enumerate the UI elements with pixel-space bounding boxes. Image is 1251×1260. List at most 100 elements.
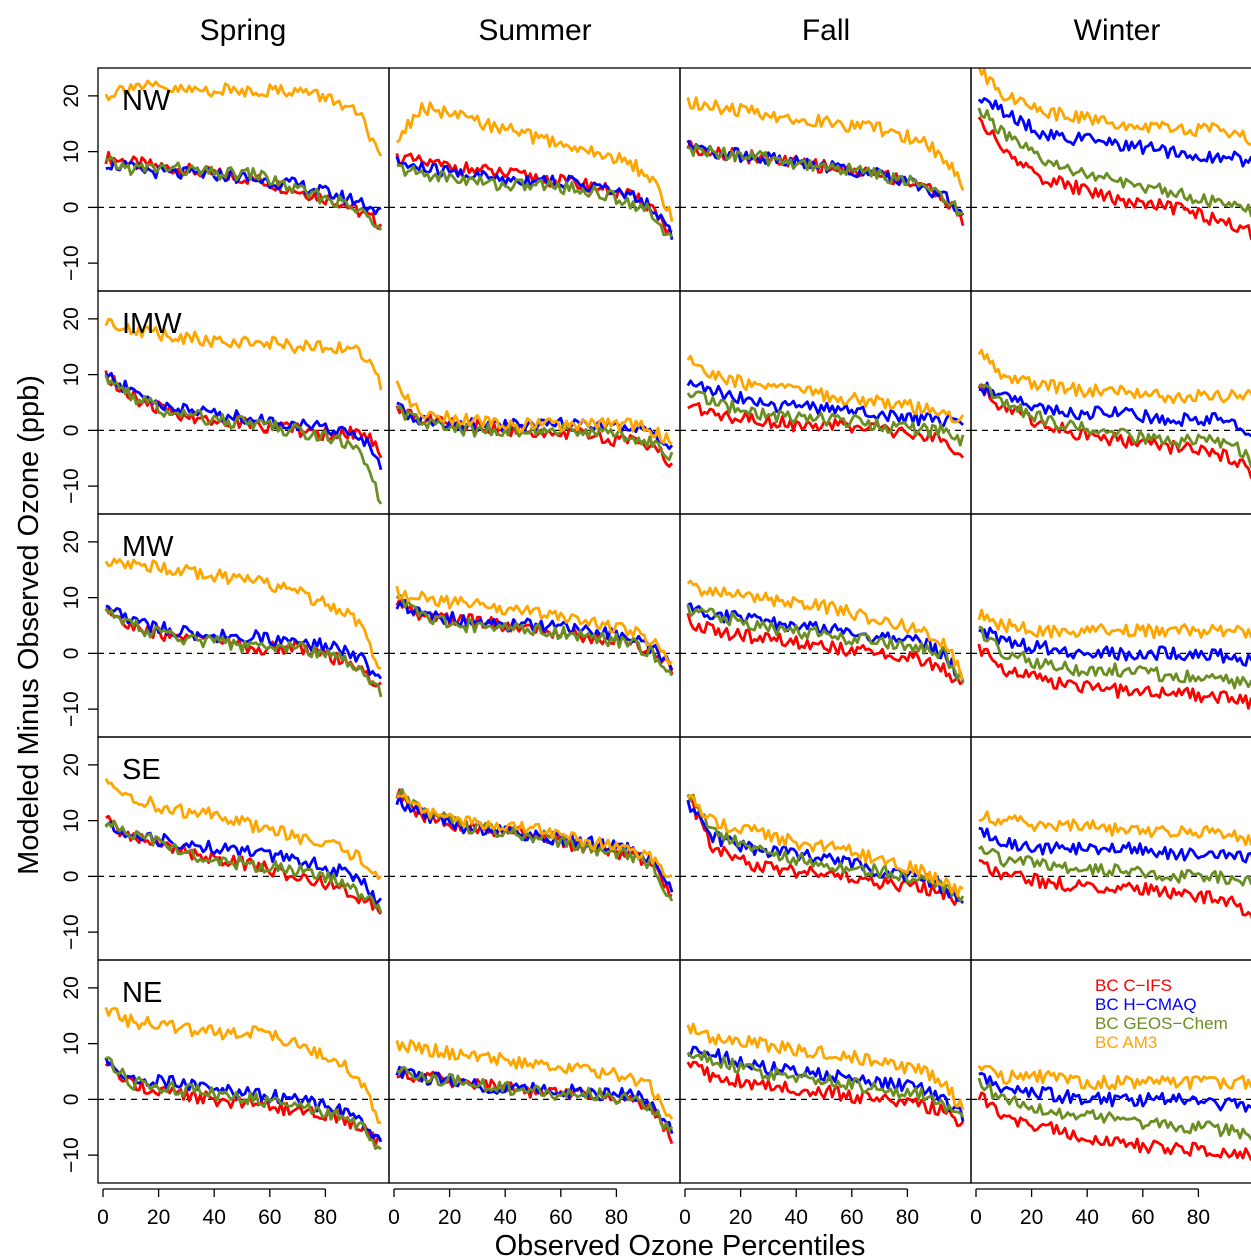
region-label-ne: NE xyxy=(122,977,162,1009)
y-tick-label: 10 xyxy=(60,363,83,386)
series-line-bc-h-cmaq xyxy=(978,381,1251,438)
y-tick-label: −10 xyxy=(60,691,83,727)
series-line-bc-h-cmaq xyxy=(105,371,383,471)
series-line-bc-c-ifs xyxy=(104,150,383,230)
series-line-bc-c-ifs xyxy=(104,370,383,459)
y-tick-label: 10 xyxy=(60,140,83,163)
y-tick-label: −10 xyxy=(60,468,83,504)
legend-entry-bc-am3: BC AM3 xyxy=(1095,1033,1157,1052)
series-line-bc-am3 xyxy=(977,1064,1251,1091)
series-line-bc-h-cmaq xyxy=(395,598,674,671)
series-line-bc-c-ifs xyxy=(977,1091,1251,1162)
y-tick-label: 0 xyxy=(60,202,83,214)
x-tick-label: 80 xyxy=(1187,1206,1210,1229)
series-line-bc-c-ifs xyxy=(686,612,964,686)
y-tick-label: 10 xyxy=(60,586,83,609)
series-line-bc-am3 xyxy=(395,585,673,666)
y-tick-label: 10 xyxy=(60,1032,83,1055)
x-tick-label: 0 xyxy=(388,1206,400,1229)
series-line-bc-geos-chem xyxy=(686,1049,965,1118)
panel-ne-spring: NE xyxy=(97,959,390,1184)
panel-mw-fall xyxy=(679,513,972,738)
x-tick-label: 60 xyxy=(1131,1206,1154,1229)
y-tick-label: 0 xyxy=(60,871,83,883)
column-title-summer: Summer xyxy=(478,14,591,47)
series-line-bc-h-cmaq xyxy=(978,626,1251,667)
series-line-bc-h-cmaq xyxy=(395,155,674,240)
y-tick-label: 10 xyxy=(60,809,83,832)
x-tick-label: 0 xyxy=(679,1206,691,1229)
series-line-bc-am3 xyxy=(104,557,382,670)
panel-se-summer xyxy=(388,736,681,961)
panel-ne-fall xyxy=(679,959,972,1184)
panel-frame xyxy=(970,959,1251,1184)
series-line-bc-geos-chem xyxy=(105,156,383,231)
x-tick-label: 20 xyxy=(729,1206,752,1229)
column-title-winter: Winter xyxy=(1074,14,1161,47)
series-line-bc-am3 xyxy=(686,1022,965,1111)
series-line-bc-am3 xyxy=(686,96,965,191)
panel-se-fall xyxy=(679,736,972,961)
x-tick-label: 20 xyxy=(438,1206,461,1229)
series-line-bc-am3 xyxy=(395,1039,674,1120)
series-line-bc-geos-chem xyxy=(686,604,965,684)
series-line-bc-geos-chem xyxy=(104,819,383,914)
x-tick-label: 60 xyxy=(840,1206,863,1229)
panel-imw-winter xyxy=(970,290,1251,515)
panel-frame xyxy=(970,290,1251,515)
y-tick-label: 20 xyxy=(60,976,83,999)
panel-frame xyxy=(388,736,681,961)
series-line-bc-am3 xyxy=(104,79,383,157)
y-tick-label: −10 xyxy=(60,914,83,950)
series-line-bc-h-cmaq xyxy=(687,602,965,682)
series-line-bc-am3 xyxy=(395,101,674,223)
series-line-bc-am3 xyxy=(395,380,673,446)
series-line-bc-geos-chem xyxy=(978,383,1251,469)
series-line-bc-c-ifs xyxy=(977,116,1251,241)
series-line-bc-h-cmaq xyxy=(686,379,964,428)
panel-imw-fall xyxy=(679,290,972,515)
y-tick-label: 20 xyxy=(60,307,83,330)
x-tick-label: 60 xyxy=(258,1206,281,1229)
series-line-bc-h-cmaq xyxy=(105,159,382,216)
x-tick-label: 0 xyxy=(970,1206,982,1229)
series-line-bc-c-ifs xyxy=(977,643,1251,710)
panel-se-winter xyxy=(970,736,1251,961)
region-label-mw: MW xyxy=(122,531,174,563)
x-tick-label: 80 xyxy=(896,1206,919,1229)
panel-frame xyxy=(388,290,681,515)
axes: −10 0 10 20 −10 0 10 20 −10 0 10 20 −10 0 10 20 −10 0 10 20… xyxy=(60,84,1210,1229)
series-line-bc-h-cmaq xyxy=(686,139,965,216)
column-title-spring: Spring xyxy=(200,14,287,47)
legend-entry-bc-c-ifs: BC C−IFS xyxy=(1095,976,1172,995)
y-tick-label: −10 xyxy=(60,1137,83,1173)
y-tick-label: 20 xyxy=(60,530,83,553)
legend-entry-bc-geos-chem: BC GEOS−Chem xyxy=(1095,1014,1228,1033)
panel-nw-spring: NW xyxy=(97,67,390,292)
region-label-imw: IMW xyxy=(122,308,182,340)
series-line-bc-am3 xyxy=(686,579,965,681)
series-line-bc-c-ifs xyxy=(104,1061,383,1147)
panel-frame xyxy=(679,67,972,292)
column-titles: Spring Summer Fall Winter xyxy=(200,14,1161,47)
series-line-bc-geos-chem xyxy=(395,1065,674,1132)
series-line-bc-geos-chem xyxy=(395,404,674,462)
series-line-bc-geos-chem xyxy=(687,143,964,216)
series-line-bc-geos-chem xyxy=(978,625,1251,690)
panel-se-spring: SE xyxy=(97,736,390,961)
series-line-bc-h-cmaq xyxy=(977,97,1251,168)
region-label-nw: NW xyxy=(122,85,171,117)
series-line-bc-am3 xyxy=(977,608,1251,640)
series-line-bc-h-cmaq xyxy=(978,826,1251,864)
x-tick-label: 20 xyxy=(147,1206,170,1229)
y-tick-label: 0 xyxy=(60,648,83,660)
series-line-bc-h-cmaq xyxy=(395,793,674,893)
series-line-bc-h-cmaq xyxy=(978,1072,1251,1113)
series-line-bc-geos-chem xyxy=(395,593,674,677)
series-line-bc-geos-chem xyxy=(977,845,1251,887)
series-line-bc-geos-chem xyxy=(396,163,674,238)
series-line-bc-am3 xyxy=(686,354,965,424)
